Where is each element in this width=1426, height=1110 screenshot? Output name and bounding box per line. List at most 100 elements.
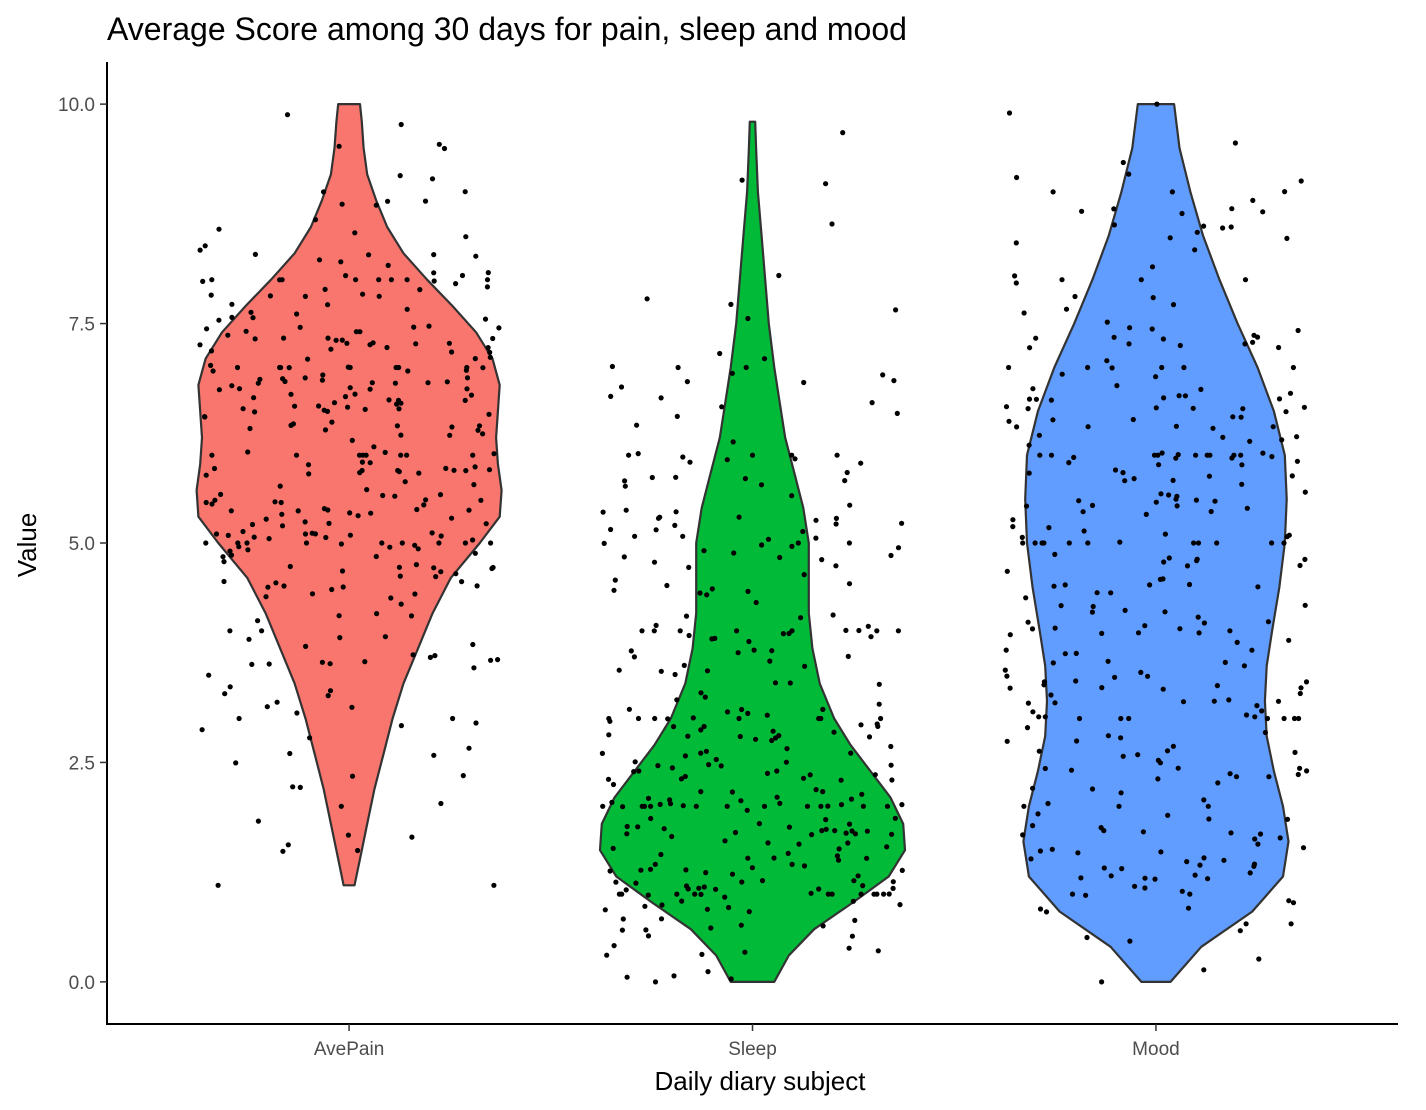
data-point — [1164, 748, 1171, 754]
data-point — [1237, 928, 1243, 934]
data-point — [878, 715, 884, 722]
data-point — [1300, 845, 1307, 851]
data-point — [737, 733, 743, 740]
data-point — [889, 831, 895, 837]
data-point — [884, 844, 890, 850]
data-point — [468, 392, 475, 398]
data-point — [490, 564, 496, 571]
data-point — [1279, 437, 1285, 443]
data-point — [1190, 405, 1196, 411]
data-point — [247, 425, 253, 432]
data-point — [1284, 235, 1290, 241]
data-point — [868, 634, 874, 640]
data-point — [360, 291, 366, 297]
data-point — [864, 855, 870, 861]
data-point — [264, 704, 270, 710]
data-point — [347, 385, 353, 391]
data-point — [293, 452, 300, 458]
data-point — [1155, 776, 1161, 782]
data-point — [278, 364, 284, 371]
data-point — [1080, 509, 1086, 515]
data-point — [463, 367, 469, 373]
data-point — [1302, 602, 1308, 608]
data-point — [339, 201, 345, 207]
data-point — [1030, 823, 1036, 829]
data-point — [1126, 715, 1132, 722]
violin-avepain — [195, 103, 503, 887]
data-point — [698, 750, 704, 756]
data-point — [1269, 540, 1275, 546]
data-point — [243, 328, 249, 334]
data-point — [1270, 424, 1276, 430]
data-point — [221, 578, 227, 585]
data-point — [1260, 209, 1266, 215]
data-point — [1286, 637, 1292, 643]
data-point — [278, 499, 284, 506]
data-point — [1105, 658, 1111, 664]
data-point — [1041, 679, 1047, 685]
data-point — [1140, 829, 1146, 835]
data-point — [859, 791, 865, 797]
data-point — [777, 554, 783, 561]
data-point — [1262, 729, 1268, 736]
data-point — [886, 891, 892, 897]
data-point — [1003, 404, 1010, 410]
data-point — [647, 866, 654, 872]
data-point — [1085, 540, 1091, 546]
data-point — [858, 460, 864, 466]
data-point — [680, 454, 686, 460]
data-point — [1036, 432, 1042, 438]
data-point — [624, 974, 630, 980]
data-point — [1026, 470, 1032, 476]
data-point — [745, 710, 751, 717]
data-point — [203, 540, 209, 546]
data-point — [1156, 462, 1162, 468]
data-point — [450, 715, 456, 722]
data-point — [703, 870, 709, 876]
data-point — [199, 727, 205, 733]
data-point — [1089, 502, 1096, 508]
data-point — [681, 662, 687, 669]
data-point — [290, 784, 296, 790]
data-point — [287, 750, 293, 757]
data-point — [1194, 229, 1200, 235]
data-point — [367, 386, 373, 392]
data-point — [1083, 892, 1089, 898]
data-point — [1014, 424, 1020, 430]
data-point — [1257, 831, 1264, 837]
data-point — [367, 342, 373, 348]
data-point — [1167, 235, 1173, 241]
data-point — [759, 542, 765, 548]
data-point — [227, 628, 233, 634]
data-point — [1052, 625, 1058, 631]
data-point — [277, 483, 283, 489]
data-point — [263, 516, 269, 522]
data-point — [623, 507, 629, 513]
data-point — [1066, 540, 1072, 546]
data-point — [484, 284, 490, 290]
data-point — [1010, 524, 1016, 530]
data-point — [749, 452, 756, 458]
data-point — [657, 514, 663, 520]
data-point — [1254, 703, 1260, 709]
data-point — [789, 543, 795, 550]
data-point — [1252, 836, 1258, 842]
data-point — [309, 591, 316, 597]
data-point — [1291, 715, 1298, 722]
data-point — [1221, 857, 1227, 863]
data-point — [208, 292, 214, 298]
data-point — [267, 293, 273, 299]
data-point — [380, 492, 386, 499]
data-point — [302, 293, 308, 299]
data-point — [1226, 697, 1232, 703]
data-point — [1166, 492, 1172, 498]
data-point — [1286, 898, 1292, 904]
data-point — [816, 715, 822, 722]
data-point — [686, 564, 692, 571]
data-point — [1025, 619, 1031, 625]
data-point — [281, 335, 287, 341]
data-point — [436, 540, 442, 546]
data-point — [213, 531, 220, 537]
data-point — [1004, 568, 1010, 574]
data-point — [698, 690, 704, 696]
